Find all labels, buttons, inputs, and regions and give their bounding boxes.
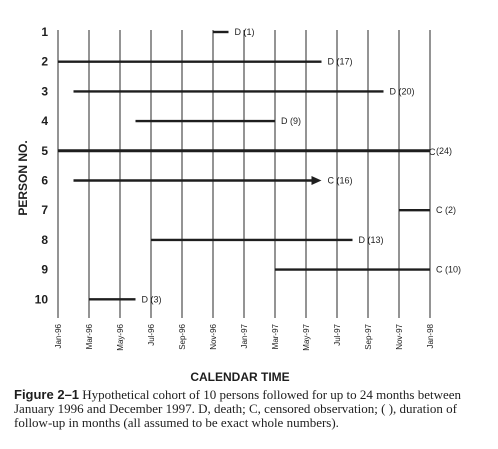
y-tick-label: 5 [41,144,48,158]
x-tick-label: Mar-97 [271,323,280,349]
caption-label: Figure 2–1 [14,387,80,402]
outcome-label: D (13) [359,235,384,245]
x-axis-label: CALENDAR TIME [190,370,289,384]
follow-up-lines [58,30,430,301]
outcome-label: (24) [436,146,452,156]
x-tick-label: Nov-97 [395,323,404,349]
x-tick-label: Nov-96 [209,323,218,349]
outcome-label: D (1) [235,27,255,37]
outcome-label: D (20) [390,86,415,96]
y-tick-label: 9 [41,263,48,277]
outcome-label: D (3) [142,294,162,304]
y-tick-label: 4 [41,114,48,128]
y-tick-label: 1 [41,25,48,39]
x-tick-label: Sep-97 [364,323,373,349]
x-tick-label: Jan-98 [426,323,435,348]
y-tick-label: 3 [41,84,48,98]
cohort-timeline-chart: PERSON NO. CALENDAR TIME Jan-96 Mar-96 May… [16,25,462,384]
outcome-label: C (2) [436,205,456,215]
y-tick-label: 10 [35,292,49,306]
x-tick-label: Mar-96 [85,323,94,349]
x-tick-label: Jan-96 [54,323,63,348]
y-tick-labels: 1 2 3 4 5 6 7 8 9 10 [35,25,49,306]
figure-caption: Figure 2–1 Hypothetical cohort of 10 per… [14,388,492,430]
x-tick-label: May-96 [116,323,125,350]
x-tick-label: Jan-97 [240,323,249,348]
y-tick-label: 7 [41,203,48,217]
y-tick-label: 8 [41,233,48,247]
outcome-label: C (10) [436,265,461,275]
censored-mark: C [429,147,436,157]
y-axis-label: PERSON NO. [16,140,30,215]
y-tick-label: 6 [41,174,48,188]
censor-arrow [311,176,322,185]
y-tick-label: 2 [41,55,48,69]
grid-lines [57,30,431,318]
x-tick-label: Jul-97 [333,323,342,345]
outcome-label: D (17) [328,57,353,67]
x-tick-label: Sep-96 [178,323,187,349]
x-tick-labels: Jan-96 Mar-96 May-96 Jul-96 Sep-96 Nov-96 Jan-… [54,323,435,350]
x-tick-label: May-97 [302,323,311,350]
outcome-label: C (16) [328,176,353,186]
outcome-label: D (9) [281,116,301,126]
outcome-labels: D (1) D (17) D (20) D (9) C (24) C (16) C (2) D … [142,27,462,304]
caption-text: Hypothetical cohort of 10 persons follow… [14,387,462,430]
x-tick-label: Jul-96 [147,323,156,345]
